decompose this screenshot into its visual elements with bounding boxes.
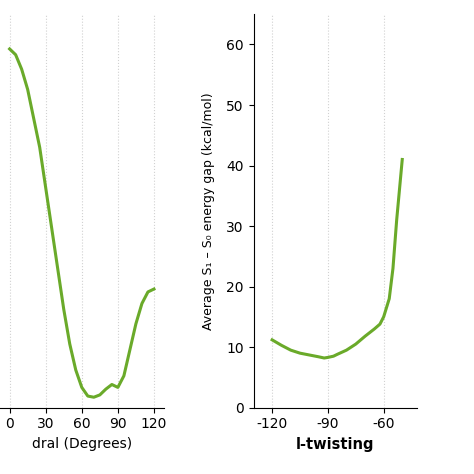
X-axis label: dral (Degrees): dral (Degrees) bbox=[32, 437, 132, 451]
Y-axis label: Average S₁ – S₀ energy gap (kcal/mol): Average S₁ – S₀ energy gap (kcal/mol) bbox=[202, 92, 215, 330]
X-axis label: l-twisting: l-twisting bbox=[296, 437, 374, 452]
